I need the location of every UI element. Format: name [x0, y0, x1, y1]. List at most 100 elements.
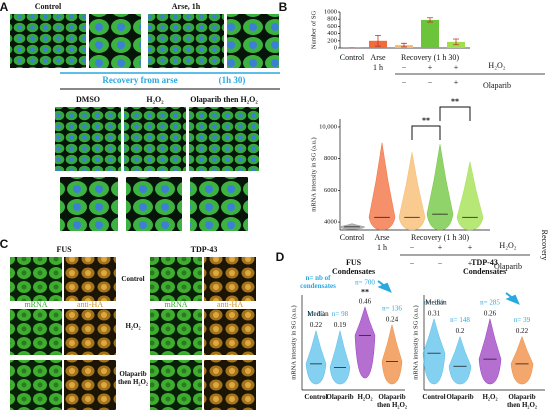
median-label: Median: [307, 310, 329, 318]
channel-label: anti-HA: [77, 300, 103, 309]
sign: −: [438, 259, 443, 268]
sign: +: [428, 63, 433, 72]
x-tick-label: H₂O₂: [357, 393, 373, 401]
x-tick-label: Olaparib: [446, 393, 474, 401]
count-label: n= 148: [450, 316, 470, 324]
row-label: Olaparib: [483, 81, 511, 90]
image: [150, 257, 202, 301]
y-tick-label: 10,000: [319, 123, 337, 130]
image: [204, 360, 256, 410]
image: [55, 107, 121, 171]
row-label: H₂O₂: [499, 241, 516, 250]
significance: **: [361, 288, 369, 297]
error-bar: [375, 35, 381, 47]
image: [89, 14, 141, 68]
median-value: 0.46: [359, 297, 372, 305]
sign: −: [402, 78, 407, 87]
y-tick-label: 0: [334, 44, 337, 51]
sign: −: [428, 78, 433, 87]
panel-letter: B: [279, 0, 288, 14]
count-label: n= 83: [308, 310, 325, 318]
x-tick-label: Control: [340, 233, 365, 242]
note-box: n= nb of condensates: [300, 274, 336, 290]
violin: [354, 305, 376, 379]
image: [10, 14, 86, 68]
violin: [381, 324, 403, 385]
bracket: [439, 106, 471, 121]
count-label: n= 98: [332, 310, 349, 318]
x-tick-label-box: Control: [422, 393, 446, 401]
image: [204, 257, 256, 301]
image: [148, 14, 224, 68]
bracket: [411, 125, 441, 140]
chart-subtitle: Condensates: [332, 267, 375, 276]
condition-label: H₂O₂: [146, 95, 164, 104]
protein-label: FUS: [56, 245, 72, 254]
note: n= nb of condensates: [300, 274, 336, 290]
count-label: n= 180: [424, 298, 444, 306]
x-tick-label-box: Olaparib: [446, 393, 474, 401]
count-label: n= 136: [382, 304, 402, 312]
x-tick-label: Olaparib: [326, 393, 354, 401]
y-tick-label: 600: [327, 23, 337, 30]
chart-subtitle: Condensates: [463, 267, 506, 276]
violin: [398, 152, 426, 231]
median-value: 0.22: [516, 327, 529, 335]
panel-letter: C: [0, 237, 9, 251]
panel-letter: A: [0, 0, 9, 14]
row-label: H₂O₂: [488, 61, 505, 70]
image: [126, 177, 182, 231]
y-tick-label: 400: [327, 30, 337, 37]
x-tick-label-box: Olaparib then H₂O₂: [376, 393, 408, 409]
category-sublabel: 1 h: [377, 243, 387, 252]
channel-label: mRNA: [164, 300, 187, 309]
y-axis-label: mRNA intensity in SG (a.u.): [310, 137, 317, 211]
violin: [426, 144, 454, 231]
error-bar: [401, 42, 407, 48]
row-label: Olaparib: [494, 262, 522, 271]
y-tick-label: 800: [327, 16, 337, 23]
x-tick-label-box: Olaparib: [326, 393, 354, 401]
image-label: Arse, 1h: [172, 2, 201, 11]
row-label: Olaparib then H₂O₂: [117, 370, 149, 386]
violin: [478, 318, 502, 385]
y-tick-label: 4000: [324, 219, 337, 226]
y-axis-label: mRNA intensity in SG (a.u.): [290, 305, 297, 379]
sign: −: [402, 63, 407, 72]
image: [189, 107, 259, 171]
channel-label: mRNA: [24, 300, 47, 309]
arrow: [377, 280, 392, 293]
row-label: Control: [121, 275, 145, 283]
violin: [510, 335, 534, 385]
image: [150, 309, 202, 355]
x-tick-label: Olaparib then H₂O₂: [506, 393, 538, 409]
x-tick-label: Olaparib then H₂O₂: [376, 393, 408, 409]
image: [64, 360, 116, 410]
x-tick-label-box: Control: [304, 393, 328, 401]
sign: −: [410, 259, 415, 268]
channel-label: anti-HA: [217, 300, 243, 309]
x-tick-label: Control: [304, 393, 328, 401]
violin: [368, 142, 396, 231]
section-title: Recovery from arse: [102, 75, 177, 85]
x-tick-label: Arse: [370, 53, 386, 62]
image: [60, 177, 118, 231]
image: [64, 257, 116, 301]
chart-title: TDP-43: [471, 258, 498, 267]
image-label: Control: [35, 2, 62, 11]
median-label: Median: [425, 298, 447, 306]
sign: +: [454, 78, 459, 87]
panel-c-images: [10, 257, 256, 410]
x-tick-label-box: H₂O₂: [357, 393, 373, 401]
x-tick-label: Control: [422, 393, 446, 401]
violin: [422, 318, 446, 385]
image: [227, 14, 279, 68]
violin: [329, 330, 351, 385]
image: [10, 309, 62, 355]
image: [150, 360, 202, 410]
y-tick-label: 1000: [324, 8, 337, 15]
count-label: n= 285: [480, 298, 500, 306]
median-value: 0.22: [310, 321, 323, 329]
panel-a-images: [10, 14, 280, 231]
median-value: 0.31: [428, 309, 441, 317]
